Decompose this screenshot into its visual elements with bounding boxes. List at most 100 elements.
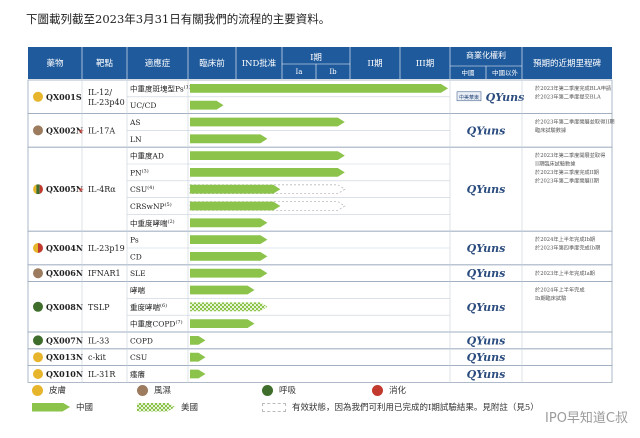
milestone-text: 於2024年上半年完成 xyxy=(535,286,585,294)
header-phase1a: Ia xyxy=(296,68,303,76)
star-icon: ★ xyxy=(78,186,84,194)
drug-name: QX005N xyxy=(46,184,83,194)
indication-label: LN xyxy=(130,135,142,144)
progress-bar xyxy=(190,117,345,127)
milestone-text: 於2023年第三季度完成II期 xyxy=(535,168,599,176)
milestone-text: 於2024年上半年完成Ib期 xyxy=(535,235,595,243)
indication-label: 重度哮喘(6) xyxy=(130,302,167,312)
legend-note: 有效狀態，因為我們可利用已完成的I期試驗結果。見附註（見5） xyxy=(262,401,539,413)
drug-target: IL-33 xyxy=(88,336,109,345)
qyuns-logo: QYuns xyxy=(467,124,506,137)
drug-group xyxy=(27,281,613,333)
drug-name: QX010N xyxy=(46,369,83,379)
china-arrow-icon xyxy=(32,402,70,412)
milestone-text: 於2023年第二季度開展II期 xyxy=(535,177,599,185)
drug-target: IL-12/ xyxy=(88,88,112,97)
header-phase1b: Ib xyxy=(329,68,337,76)
qx007n-area-dot-icon xyxy=(33,335,43,346)
progress-bar xyxy=(190,285,255,295)
drug-name: QX013N xyxy=(46,352,83,362)
header-china: 中國 xyxy=(462,68,475,77)
indication-label: 中重度COPD(7) xyxy=(130,319,183,329)
qyuns-logo: QYuns xyxy=(467,351,506,364)
drug-target: IL-23p19 xyxy=(88,244,125,253)
rheum-dot-icon xyxy=(137,384,148,396)
progress-bar xyxy=(190,218,268,228)
drug-name: QX008N xyxy=(46,302,83,312)
milestone-text: 於2023年第二季度完成BLA申請 xyxy=(535,84,611,92)
header-drug: 藥物 xyxy=(46,58,64,69)
legend-rheum: 風濕 xyxy=(137,384,171,396)
watermark: IPO早知道C叔 xyxy=(545,411,628,426)
drug-target: c-kit xyxy=(88,353,107,362)
qx004n-area-dot-icon xyxy=(33,243,43,253)
indication-label: CRSwNP(5) xyxy=(130,201,172,211)
progress-bar xyxy=(190,268,268,278)
header-outside-china: 中國以外 xyxy=(492,68,519,77)
progress-bar xyxy=(190,168,345,177)
header-phase1: I期 xyxy=(310,53,322,63)
qx013n-area-dot-icon xyxy=(33,352,43,363)
star-icon: ★ xyxy=(78,127,84,135)
header-ind: 適應症 xyxy=(145,58,171,69)
drug-name: QX004N xyxy=(46,243,83,253)
milestone-text: Ib期臨床試驗 xyxy=(535,294,566,302)
qx010n-area-dot-icon xyxy=(33,369,43,379)
us-arrow-icon xyxy=(137,402,175,412)
drug-group xyxy=(27,348,613,366)
indication-label: AS xyxy=(129,118,141,127)
header-mil: 預期的近期里程碑 xyxy=(533,58,602,69)
drug-target: IFNAR1 xyxy=(88,269,121,278)
indication-label: CSU xyxy=(130,353,147,362)
intro-text: 下圖載列截至2023年3月31日有關我們的流程的主要資料。 xyxy=(26,12,331,26)
qyuns-logo: QYuns xyxy=(486,91,525,104)
qx001s-area-dot-icon xyxy=(33,91,43,102)
header-p3: III期 xyxy=(416,59,435,69)
milestone-text: 臨床試驗數據 xyxy=(535,126,567,134)
qx005n-area-dot-icon xyxy=(33,184,43,195)
drug-target: IL-17A xyxy=(88,126,115,135)
qx008n-area-dot-icon xyxy=(33,301,43,312)
milestone-text: 於2023年上半年完成Ia期 xyxy=(535,269,595,277)
legend-china: 中國 xyxy=(32,401,93,413)
legend-digest: 消化 xyxy=(372,384,406,396)
indication-label: PN(3) xyxy=(130,167,149,177)
progress-bar xyxy=(190,319,255,328)
drug-target: IL-31R xyxy=(88,370,116,379)
milestone-text: 於2023年第二季度開展並取得II期 xyxy=(535,118,615,126)
milestone-text: 於2023年第二季度開展並取得 xyxy=(535,151,605,159)
qyuns-logo: QYuns xyxy=(467,242,506,255)
progress-bar xyxy=(190,302,268,312)
milestone-text: 於2023年第四季度完成Ib期 xyxy=(535,244,600,252)
progress-bar xyxy=(190,100,224,110)
progress-bar xyxy=(190,134,268,144)
digest-dot-icon xyxy=(372,384,383,396)
progress-bar xyxy=(190,369,206,379)
progress-bar xyxy=(190,336,206,345)
drug-target: TSLP xyxy=(88,303,110,312)
qx006n-area-dot-icon xyxy=(33,268,43,279)
progress-bar xyxy=(190,201,281,211)
qx002n-area-dot-icon xyxy=(33,125,43,136)
drug-name: QX002N xyxy=(46,125,83,135)
indication-label: CD xyxy=(130,252,142,261)
drug-target: IL-23p40 xyxy=(88,98,125,107)
milestone-text: II期臨床試驗數據 xyxy=(535,160,576,168)
progress-bar xyxy=(190,235,268,244)
legend: 皮膚 風濕 呼吸 消化 中國 美國 有效狀態，因為我們可利用已完成的I期試驗結果… xyxy=(32,384,622,434)
partner-logo xyxy=(456,91,482,102)
indication-label: COPD xyxy=(130,336,153,345)
resp-dot-icon xyxy=(262,384,273,396)
indication-label: Ps xyxy=(130,236,139,245)
qyuns-logo: QYuns xyxy=(467,334,506,347)
header-target: 靶點 xyxy=(96,58,114,69)
indication-label: 瘙癢 xyxy=(130,369,145,379)
drug-group xyxy=(27,331,613,350)
qyuns-logo: QYuns xyxy=(467,301,506,314)
drug-name: QX006N xyxy=(46,268,83,278)
indication-label: 中重度哮喘(2) xyxy=(130,218,175,228)
indication-label: CSU(4) xyxy=(130,184,154,194)
progress-bar xyxy=(190,252,268,261)
drug-group xyxy=(27,365,613,383)
